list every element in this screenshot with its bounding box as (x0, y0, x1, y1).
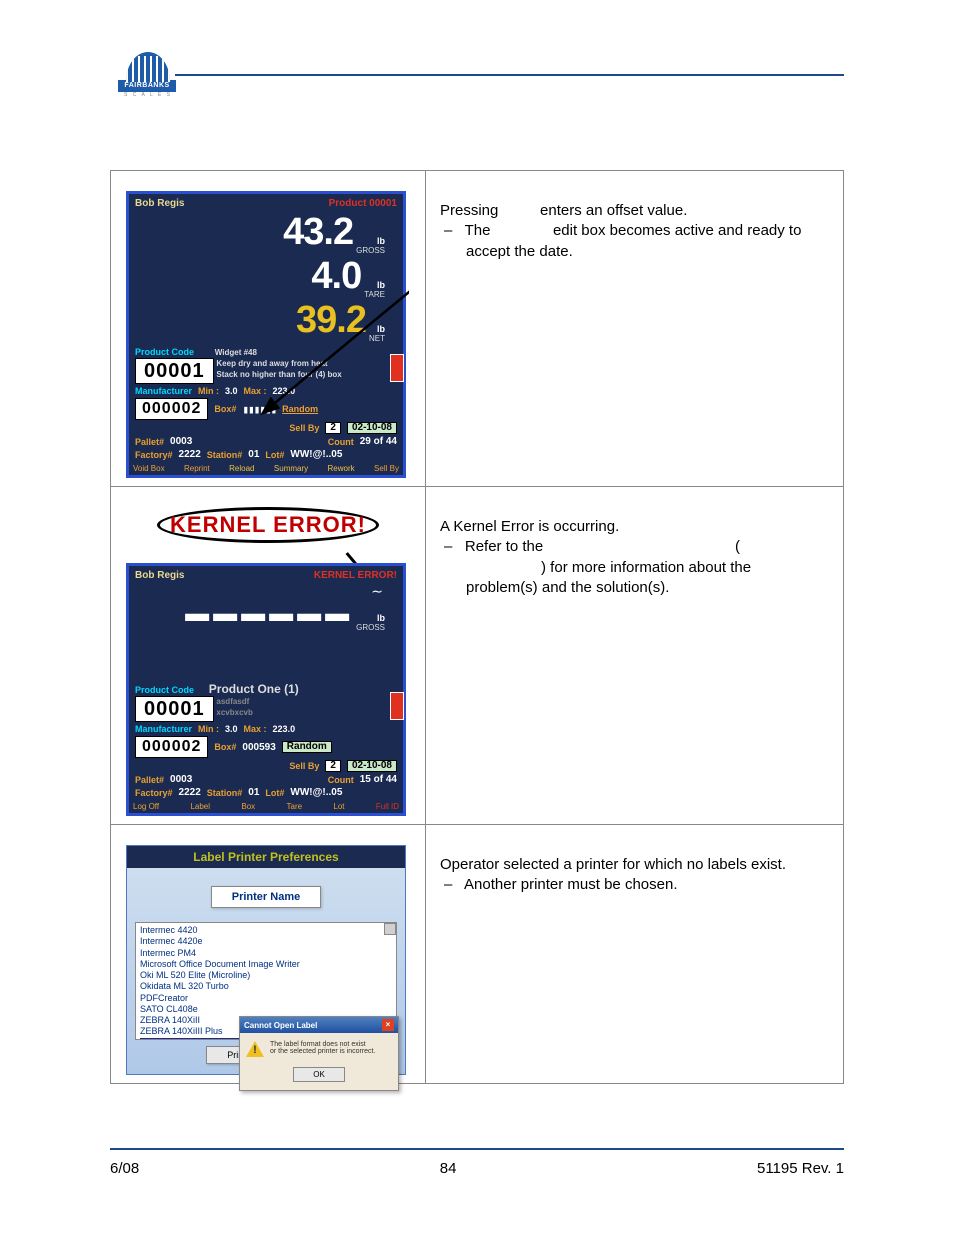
random-box: Random (282, 741, 332, 753)
printer-item[interactable]: Microsoft Office Document Image Writer (140, 959, 392, 970)
footer-docnum: 51195 Rev. 1 (757, 1160, 844, 1177)
printer-item[interactable]: SATO CL408e (140, 1004, 392, 1015)
printer-item[interactable]: Oki ML 520 Elite (Microline) (140, 970, 392, 981)
printer-pref-screenshot: Label Printer Preferences Printer Name I… (126, 845, 406, 1075)
printer-item[interactable]: Intermec 4420e (140, 936, 392, 947)
page-footer: 6/08 84 51195 Rev. 1 (110, 1160, 844, 1177)
row1-text-cell: Pressing enters an offset value. – The e… (426, 171, 844, 487)
footer-date: 6/08 (110, 1160, 139, 1177)
header-rule (175, 74, 844, 76)
row2-bullet: – Refer to the ( ) for more information … (466, 537, 823, 598)
mfr-box-2: 000002 (135, 736, 208, 758)
widget-name: Widget #48 (215, 348, 257, 357)
sellby-value: 2 (325, 422, 341, 434)
footer-page: 84 (440, 1160, 457, 1177)
printer-item[interactable]: PDFCreator (140, 993, 392, 1004)
row3-image-cell: Label Printer Preferences Printer Name I… (111, 825, 426, 1084)
close-icon[interactable]: × (382, 1019, 394, 1031)
msgbox-title: Cannot Open Label (244, 1021, 317, 1030)
gross-weight: 43.2 (283, 211, 353, 254)
product-header: Product 00001 (329, 198, 397, 209)
printer-item[interactable]: Intermec PM4 (140, 948, 392, 959)
printer-panel-title: Label Printer Preferences (127, 846, 405, 868)
row3-bullet: – Another printer must be chosen. (466, 875, 823, 895)
product-code-box: 00001 (135, 358, 214, 384)
row3-line1: Operator selected a printer for which no… (440, 855, 823, 875)
brand-logo: FAIRBANKS S C A L E S (118, 52, 178, 96)
printer-name-button[interactable]: Printer Name (211, 886, 321, 908)
scale-screenshot-2: Bob Regis KERNEL ERROR! ∼ ▬▬▬▬▬▬ lbGROSS… (126, 563, 406, 816)
content-table: Bob Regis Product 00001 43.2 lbGROSS 4.0… (110, 170, 844, 1084)
row2-text-cell: A Kernel Error is occurring. – Refer to … (426, 487, 844, 825)
printer-item[interactable]: Okidata ML 320 Turbo (140, 981, 392, 992)
user-label-2: Bob Regis (135, 570, 184, 581)
footer-rule (110, 1148, 844, 1150)
row1-bullet: – The edit box becomes active and ready … (466, 221, 823, 262)
row3-text-cell: Operator selected a printer for which no… (426, 825, 844, 1084)
row1-line1: Pressing enters an offset value. (440, 201, 823, 221)
side-tab-icon-2 (390, 692, 404, 720)
side-tab-icon (390, 354, 404, 382)
row2-line1: A Kernel Error is occurring. (440, 517, 823, 537)
row1-image-cell: Bob Regis Product 00001 43.2 lbGROSS 4.0… (111, 171, 426, 487)
panel2-bottom-bar: Log Off Label Box Tare Lot Full ID (129, 800, 403, 813)
net-weight: 39.2 (296, 299, 366, 342)
tare-weight: 4.0 (311, 255, 361, 298)
user-label: Bob Regis (135, 198, 184, 209)
printer-item[interactable]: Intermec 4420 (140, 925, 392, 936)
weight-blank: ▬▬▬▬▬▬ (185, 600, 353, 628)
sellby-date: 02-10-08 (347, 422, 397, 434)
kernel-error-label: KERNEL ERROR! (314, 570, 397, 581)
warning-icon: ! (246, 1041, 264, 1057)
error-messagebox: Cannot Open Label × ! The label format d… (239, 1016, 399, 1091)
row2-image-cell: KERNEL ERROR! Bob Regis KERNEL ERROR! ∼ … (111, 487, 426, 825)
scroll-up-icon[interactable] (384, 923, 396, 935)
kernel-error-banner: KERNEL ERROR! (157, 507, 379, 543)
ok-button[interactable]: OK (293, 1067, 345, 1082)
logo-subtext: S C A L E S (118, 92, 178, 98)
scale-screenshot-1: Bob Regis Product 00001 43.2 lbGROSS 4.0… (126, 191, 406, 478)
panel1-bottom-bar: Void Box Reprint Reload Summary Rework S… (129, 462, 403, 475)
mfr-box: 000002 (135, 398, 208, 420)
product-code-box-2: 00001 (135, 696, 214, 722)
wave-icon: ∼ (129, 583, 403, 600)
